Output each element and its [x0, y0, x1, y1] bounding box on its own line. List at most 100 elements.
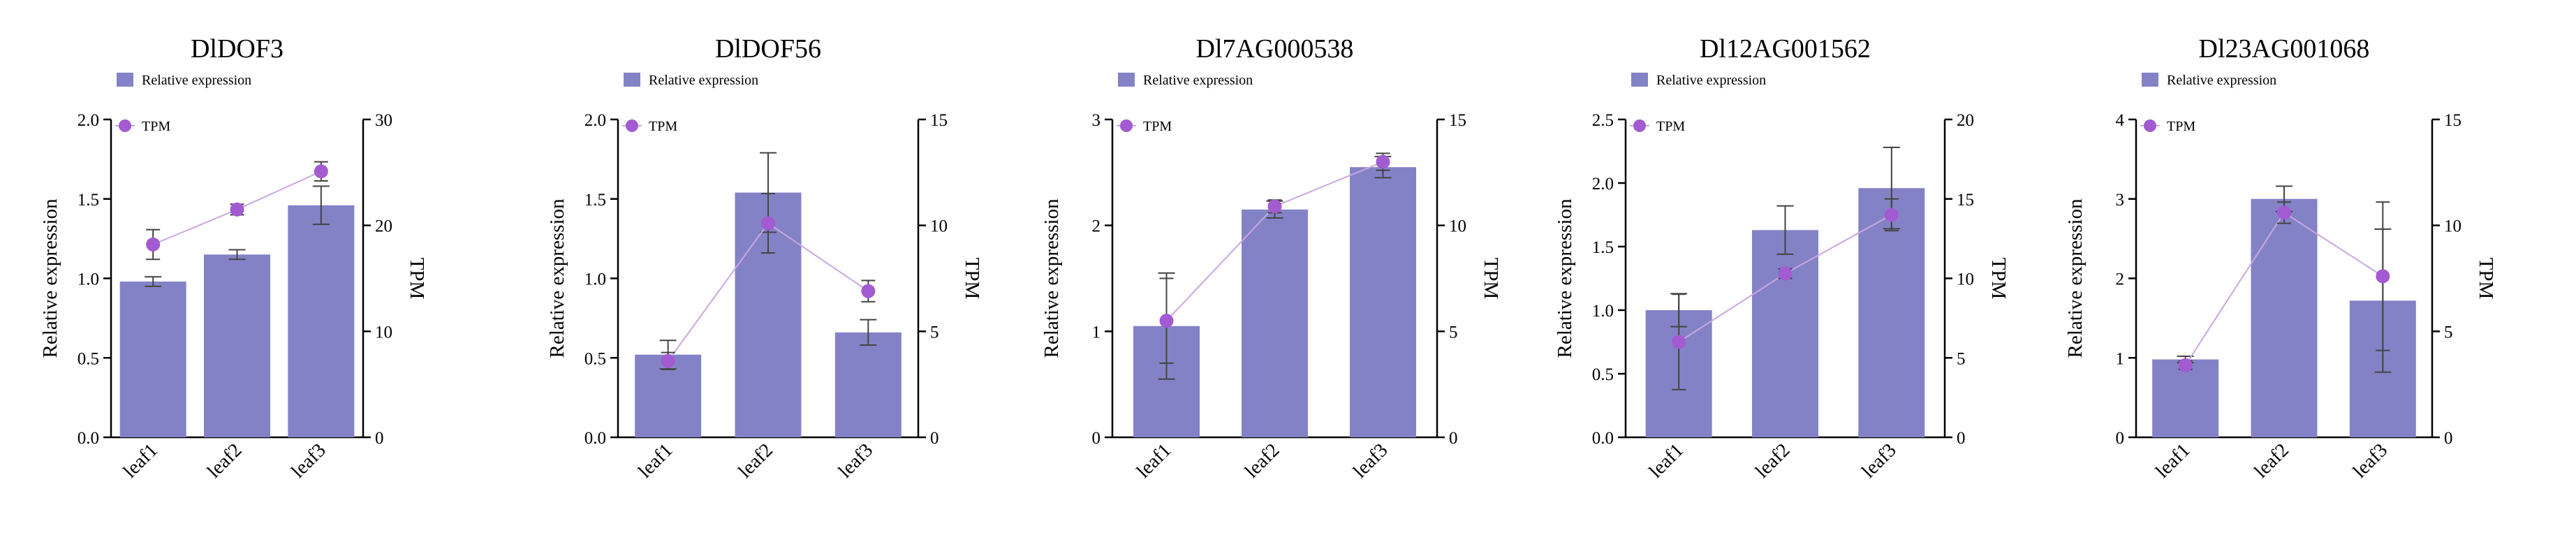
x-tick-label: leaf1 [119, 439, 162, 482]
bar-leaf3 [1350, 167, 1416, 437]
y-tick-label: 1 [2116, 349, 2125, 368]
x-tick-label: leaf2 [1241, 439, 1283, 482]
legend-label: TPM [1143, 119, 1172, 134]
legend-bar-swatch [1631, 73, 1648, 87]
y2-tick-label: 10 [2444, 217, 2461, 236]
bar-error-bar [145, 276, 162, 287]
chart-title: DlDOF3 [191, 34, 284, 64]
y2-tick-label: 15 [2444, 111, 2461, 130]
y2-axis-title: TPM [2475, 258, 2497, 300]
y2-axis-title: TPM [961, 258, 983, 300]
x-tick-label: leaf1 [1133, 439, 1175, 482]
y-tick-label: 0.5 [1592, 365, 1614, 384]
x-tick-label: leaf2 [203, 439, 246, 482]
y-tick-label: 1.0 [1592, 302, 1614, 321]
y-axis-title: Relative expression [1554, 198, 1576, 358]
legend-bar-swatch [1118, 73, 1135, 87]
y2-tick-label: 0 [1957, 429, 1966, 448]
y2-tick-label: 5 [930, 323, 939, 342]
y2-tick-label: 10 [930, 217, 948, 236]
y-tick-label: 1.5 [584, 191, 606, 210]
y-tick-label: 0.0 [584, 429, 606, 448]
tpm-point-leaf3 [314, 164, 328, 179]
tpm-point-leaf1 [2178, 358, 2193, 372]
y-tick-label: 2 [1092, 217, 1101, 236]
chart-5: Dl23AG001068 0 1 2 3 4 0 5 10 15 Relative expressi… [2064, 34, 2497, 483]
y-tick-label: 0.5 [78, 349, 99, 368]
y2-tick-label: 5 [2444, 323, 2453, 342]
y-tick-label: 2 [2116, 270, 2125, 289]
tpm-point-leaf1 [1159, 314, 1174, 328]
legend-label: Relative expression [1143, 73, 1253, 88]
x-tick-label: leaf3 [1349, 439, 1392, 482]
y-tick-label: 1.5 [78, 191, 99, 210]
bar-error-bar [860, 319, 877, 346]
y-tick-label: 0.0 [78, 429, 99, 448]
y-tick-label: 2.5 [1592, 111, 1614, 130]
y2-axis-title: TPM [1480, 258, 1502, 300]
bar-error-bar [228, 249, 246, 261]
chart-title: DlDOF56 [715, 34, 821, 64]
y-tick-label: 3 [2116, 191, 2125, 210]
legend-label: Relative expression [1656, 73, 1766, 88]
y2-tick-label: 10 [375, 323, 392, 342]
chart-3: Dl7AG000538 0 1 2 3 0 5 10 15 Relative expression… [1040, 34, 1502, 483]
y-tick-label: 1.0 [78, 270, 99, 289]
x-tick-label: leaf1 [634, 439, 677, 482]
y2-axis-title: TPM [406, 258, 428, 300]
y-tick-label: 2.0 [584, 111, 606, 130]
bar-leaf3 [834, 332, 901, 437]
legend-point-swatch [1120, 119, 1133, 132]
y2-tick-label: 0 [1449, 429, 1458, 448]
legend-bar-swatch [117, 73, 133, 87]
tpm-point-leaf1 [146, 237, 161, 251]
tpm-point-leaf1 [661, 353, 675, 368]
x-tick-label: leaf1 [1645, 439, 1688, 482]
legend-bar-swatch [2142, 73, 2158, 87]
y-tick-label: 1 [1092, 323, 1101, 342]
tpm-point-leaf1 [1672, 335, 1686, 349]
tpm-point-leaf2 [2277, 205, 2291, 220]
bar-leaf2 [1752, 230, 1818, 437]
tpm-point-leaf3 [1376, 154, 1390, 169]
bar-error-bar [312, 185, 330, 226]
tpm-point-leaf2 [761, 216, 775, 231]
y2-tick-label: 0 [2444, 429, 2453, 448]
legend-label: Relative expression [2167, 73, 2276, 88]
y-tick-label: 0 [1092, 429, 1101, 448]
y2-tick-label: 5 [1957, 349, 1966, 368]
chart-2: DlDOF56 0.0 0.5 1.0 1.5 2.0 0 5 10 15 Relative exp… [546, 34, 983, 483]
tpm-point-leaf2 [230, 202, 244, 217]
bar-leaf2 [1242, 209, 1308, 437]
legend-label: TPM [2167, 119, 2195, 134]
y-axis-title: Relative expression [2064, 198, 2086, 358]
y-axis-title: Relative expression [1040, 198, 1063, 358]
legend-label: Relative expression [142, 73, 251, 88]
y-axis-title: Relative expression [546, 198, 568, 358]
y-tick-label: 0.0 [1592, 429, 1614, 448]
y-tick-label: 0.5 [584, 349, 606, 368]
legend-label: TPM [649, 119, 677, 134]
y2-tick-label: 0 [930, 429, 939, 448]
y2-tick-label: 15 [1957, 191, 1974, 210]
chart-title: Dl7AG000538 [1196, 34, 1354, 64]
bar-leaf1 [2152, 359, 2219, 437]
y-tick-label: 2.0 [78, 111, 99, 130]
y-tick-label: 1.5 [1592, 238, 1614, 257]
y-tick-label: 2.0 [1592, 175, 1614, 194]
tpm-point-leaf3 [861, 284, 876, 298]
bar-leaf2 [2251, 198, 2318, 437]
tpm-point-leaf3 [1884, 207, 1899, 222]
y2-tick-label: 15 [1449, 111, 1466, 130]
y2-tick-label: 20 [1957, 111, 1974, 130]
x-tick-label: leaf3 [1857, 439, 1900, 482]
legend-point-swatch [2144, 119, 2156, 132]
tpm-point-leaf3 [2376, 269, 2390, 284]
x-tick-label: leaf2 [1751, 439, 1794, 482]
y2-tick-label: 5 [1449, 323, 1458, 342]
y-tick-label: 4 [2116, 111, 2125, 130]
x-tick-label: leaf2 [734, 439, 777, 482]
tpm-point-leaf2 [1778, 266, 1793, 281]
chart-title: Dl23AG001068 [2199, 34, 2370, 64]
chart-title: Dl12AG001562 [1700, 34, 1871, 64]
